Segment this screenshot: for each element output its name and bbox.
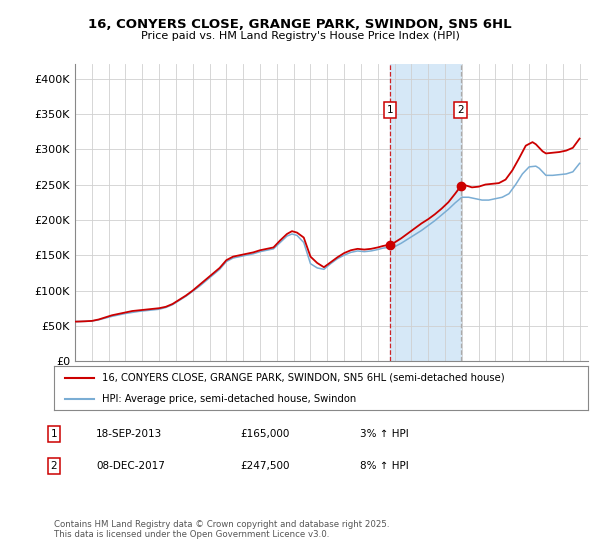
Text: HPI: Average price, semi-detached house, Swindon: HPI: Average price, semi-detached house,…: [102, 394, 356, 404]
Text: 2: 2: [50, 461, 58, 471]
Text: 2: 2: [457, 105, 464, 115]
Text: Price paid vs. HM Land Registry's House Price Index (HPI): Price paid vs. HM Land Registry's House …: [140, 31, 460, 41]
Text: 08-DEC-2017: 08-DEC-2017: [96, 461, 165, 471]
Text: 1: 1: [50, 429, 58, 439]
Text: 8% ↑ HPI: 8% ↑ HPI: [360, 461, 409, 471]
Text: 16, CONYERS CLOSE, GRANGE PARK, SWINDON, SN5 6HL: 16, CONYERS CLOSE, GRANGE PARK, SWINDON,…: [88, 18, 512, 31]
Text: 3% ↑ HPI: 3% ↑ HPI: [360, 429, 409, 439]
Text: 18-SEP-2013: 18-SEP-2013: [96, 429, 162, 439]
Text: £165,000: £165,000: [240, 429, 289, 439]
Text: Contains HM Land Registry data © Crown copyright and database right 2025.
This d: Contains HM Land Registry data © Crown c…: [54, 520, 389, 539]
Text: 16, CONYERS CLOSE, GRANGE PARK, SWINDON, SN5 6HL (semi-detached house): 16, CONYERS CLOSE, GRANGE PARK, SWINDON,…: [102, 372, 505, 382]
Bar: [390, 64, 461, 361]
Text: 1: 1: [386, 105, 393, 115]
Text: £247,500: £247,500: [240, 461, 290, 471]
